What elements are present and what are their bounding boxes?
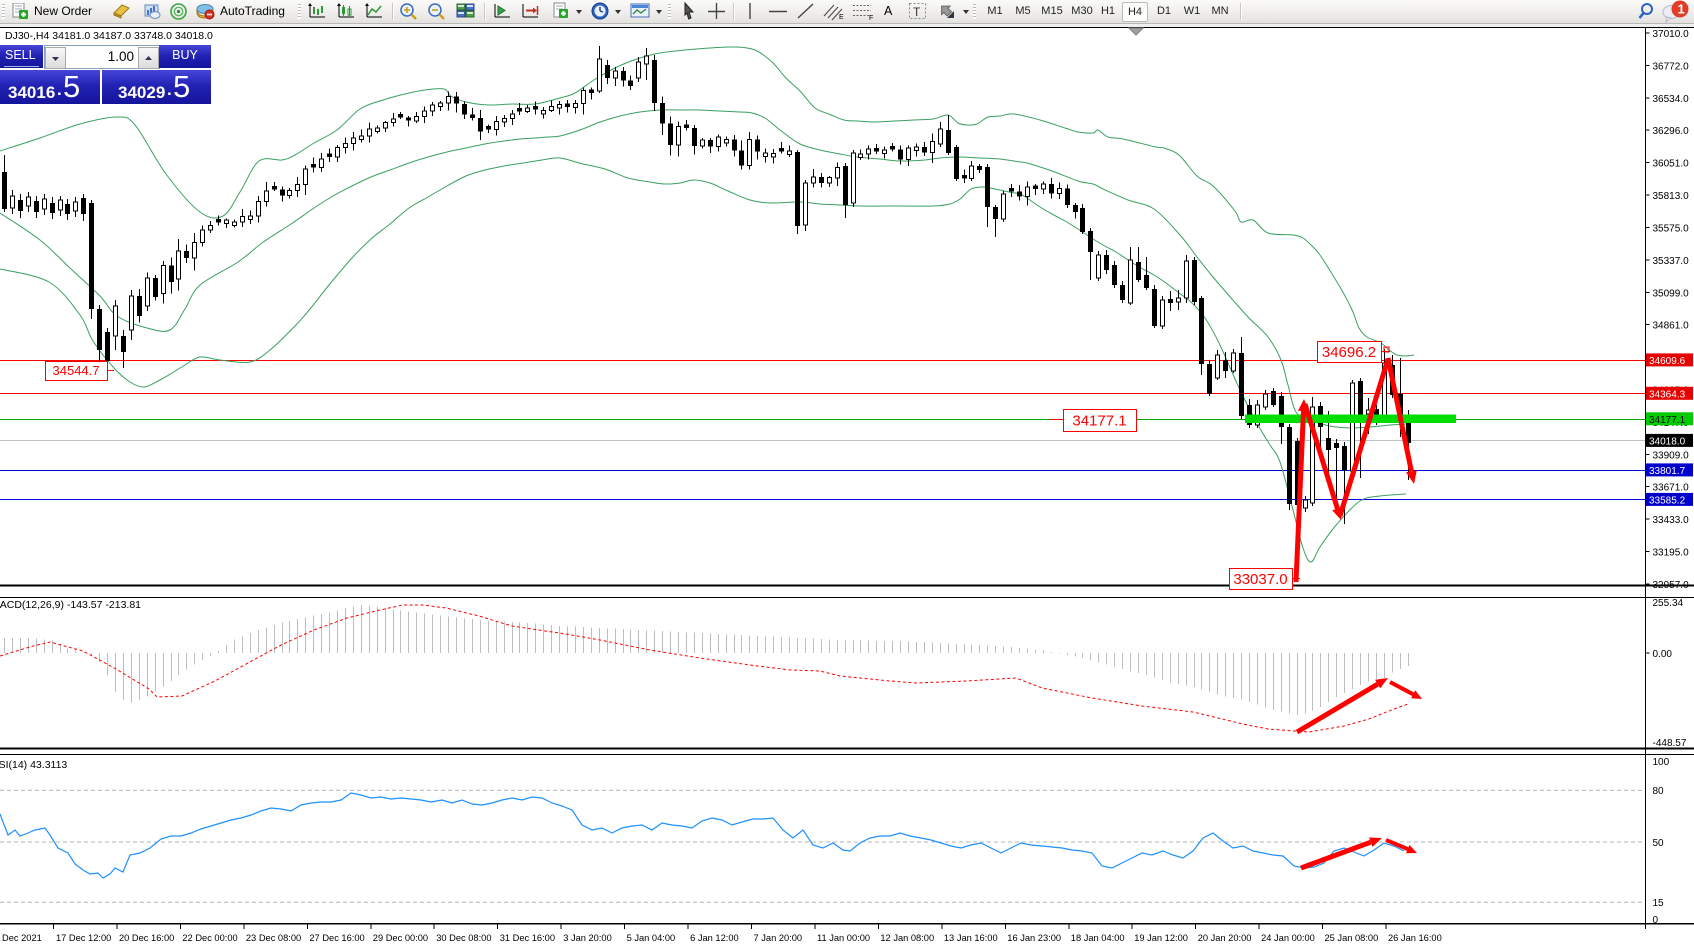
svg-text:34018.0: 34018.0 — [1649, 436, 1686, 447]
svg-text:0.00: 0.00 — [1653, 649, 1673, 660]
svg-text:25 Jan 08:00: 25 Jan 08:00 — [1325, 933, 1379, 943]
svg-text:36772.0: 36772.0 — [1653, 61, 1690, 72]
svg-text:50: 50 — [1653, 838, 1665, 849]
svg-text:0: 0 — [1653, 915, 1659, 926]
svg-text:17 Dec 12:00: 17 Dec 12:00 — [56, 933, 111, 943]
svg-text:22 Dec 00:00: 22 Dec 00:00 — [182, 933, 237, 943]
svg-text:18 Jan 04:00: 18 Jan 04:00 — [1071, 933, 1125, 943]
svg-text:33585.2: 33585.2 — [1649, 495, 1686, 506]
svg-text:33037.0: 33037.0 — [1233, 571, 1287, 588]
svg-text:29 Dec 00:00: 29 Dec 00:00 — [373, 933, 428, 943]
svg-text:36534.0: 36534.0 — [1653, 94, 1690, 105]
svg-text:Dec 2021: Dec 2021 — [2, 933, 42, 943]
svg-text:MACD(12,26,9) -143.57 -213.81: MACD(12,26,9) -143.57 -213.81 — [0, 599, 141, 611]
svg-text:DJ30-,H4 34181.0 34187.0 3374: DJ30-,H4 34181.0 34187.0 33748.0 34018.0 — [5, 30, 213, 42]
svg-text:34696.2: 34696.2 — [1322, 344, 1376, 361]
svg-text:15: 15 — [1653, 898, 1665, 909]
svg-text:7 Jan 20:00: 7 Jan 20:00 — [754, 933, 803, 943]
svg-text:34544.7: 34544.7 — [53, 363, 100, 378]
svg-text:T: T — [913, 5, 921, 19]
svg-text:1: 1 — [1678, 2, 1685, 17]
svg-text:35099.0: 35099.0 — [1653, 288, 1690, 299]
svg-text:3 Jan 20:00: 3 Jan 20:00 — [563, 933, 612, 943]
svg-text:36296.0: 36296.0 — [1653, 126, 1690, 137]
svg-text:27 Dec 16:00: 27 Dec 16:00 — [309, 933, 364, 943]
svg-text:26 Jan 16:00: 26 Jan 16:00 — [1388, 933, 1442, 943]
svg-text:5 Jan 04:00: 5 Jan 04:00 — [627, 933, 676, 943]
svg-text:33433.0: 33433.0 — [1653, 515, 1690, 526]
svg-text:20 Dec 16:00: 20 Dec 16:00 — [119, 933, 174, 943]
svg-text:34177.1: 34177.1 — [1649, 415, 1686, 426]
svg-text:23 Dec 08:00: 23 Dec 08:00 — [246, 933, 301, 943]
svg-text:19 Jan 12:00: 19 Jan 12:00 — [1134, 933, 1188, 943]
svg-text:6 Jan 12:00: 6 Jan 12:00 — [690, 933, 739, 943]
svg-text:33195.0: 33195.0 — [1653, 548, 1690, 559]
svg-text:32957.0: 32957.0 — [1653, 580, 1690, 591]
svg-text:33801.7: 33801.7 — [1649, 466, 1686, 477]
svg-text:34364.3: 34364.3 — [1649, 389, 1686, 400]
svg-text:35575.0: 35575.0 — [1653, 224, 1690, 235]
svg-text:35337.0: 35337.0 — [1653, 256, 1690, 267]
svg-text:33909.0: 33909.0 — [1653, 450, 1690, 461]
svg-text:100: 100 — [1653, 757, 1670, 768]
svg-text:RSI(14) 43.3113: RSI(14) 43.3113 — [0, 759, 67, 771]
svg-text:24 Jan 00:00: 24 Jan 00:00 — [1261, 933, 1315, 943]
svg-text:E: E — [839, 14, 844, 21]
svg-text:35813.0: 35813.0 — [1653, 191, 1690, 202]
svg-text:13 Jan 16:00: 13 Jan 16:00 — [944, 933, 998, 943]
svg-text:34609.6: 34609.6 — [1649, 356, 1686, 367]
svg-text:-448.57: -448.57 — [1653, 738, 1687, 749]
svg-text:80: 80 — [1653, 786, 1665, 797]
svg-text:16 Jan 23:00: 16 Jan 23:00 — [1007, 933, 1061, 943]
svg-text:34861.0: 34861.0 — [1653, 321, 1690, 332]
svg-text:34177.1: 34177.1 — [1072, 412, 1126, 429]
svg-text:37010.0: 37010.0 — [1653, 29, 1690, 40]
svg-text:31 Dec 16:00: 31 Dec 16:00 — [500, 933, 555, 943]
svg-text:33671.0: 33671.0 — [1653, 483, 1690, 494]
svg-text:20 Jan 20:00: 20 Jan 20:00 — [1198, 933, 1252, 943]
svg-text:30 Dec 08:00: 30 Dec 08:00 — [436, 933, 491, 943]
svg-text:12 Jan 08:00: 12 Jan 08:00 — [880, 933, 934, 943]
svg-text:36051.0: 36051.0 — [1653, 159, 1690, 170]
svg-text:11 Jan 00:00: 11 Jan 00:00 — [817, 933, 870, 943]
svg-text:255.34: 255.34 — [1653, 598, 1684, 609]
svg-text:F: F — [869, 15, 873, 21]
